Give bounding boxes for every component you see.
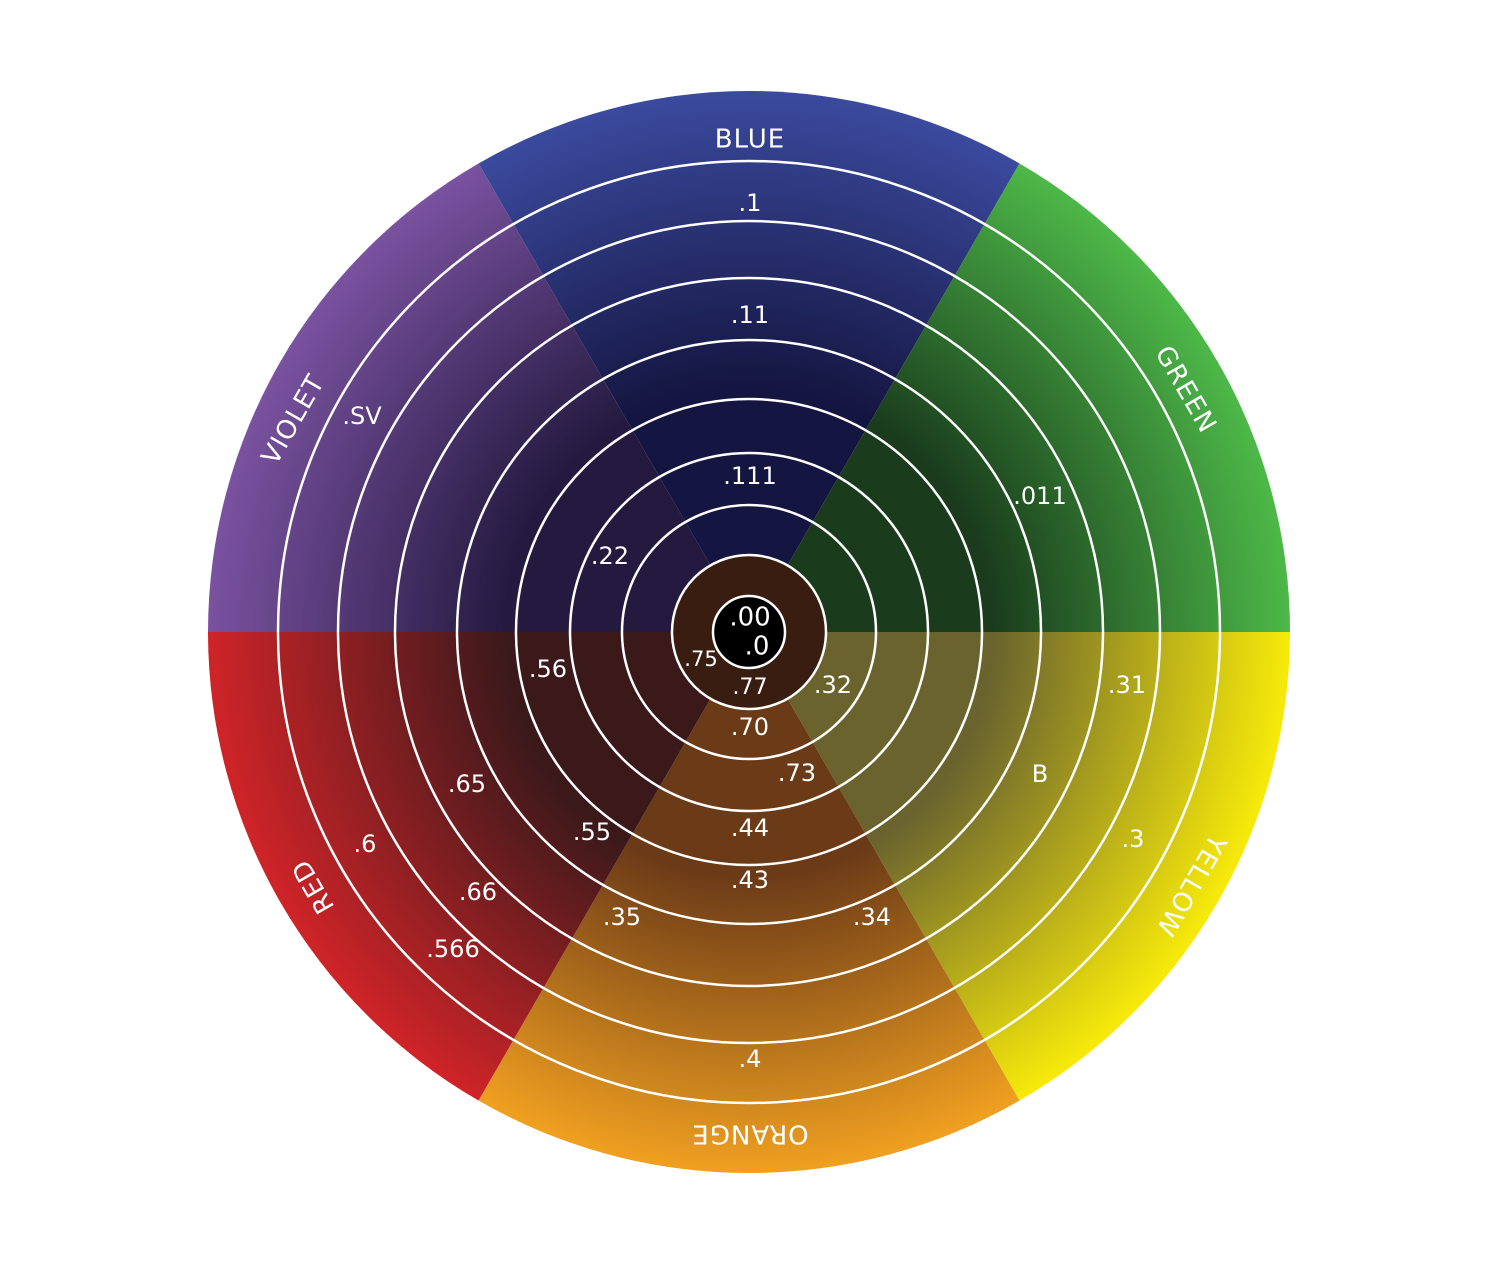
value-yellow-5: .34 bbox=[853, 903, 891, 931]
value-red-5: .66 bbox=[459, 878, 497, 906]
value-center-2: .77 bbox=[733, 675, 768, 700]
value-core-2: .0 bbox=[745, 632, 770, 662]
value-orange-5: .4 bbox=[739, 1045, 762, 1073]
ring-2 bbox=[336, 219, 1162, 1045]
concentric-rings bbox=[276, 159, 1222, 1105]
sector-blue bbox=[478, 90, 1020, 632]
value-blue-3: .111 bbox=[723, 462, 776, 490]
value-violet-1: .SV bbox=[342, 402, 382, 430]
value-blue-1: .1 bbox=[739, 189, 762, 217]
value-center-1: .75 bbox=[684, 647, 717, 671]
value-red-4: .6 bbox=[354, 830, 377, 858]
value-orange-3: .44 bbox=[731, 814, 769, 842]
value-red-3: .55 bbox=[573, 818, 611, 846]
value-orange-2: .73 bbox=[778, 759, 816, 787]
ring-5 bbox=[514, 397, 984, 867]
value-orange-6: .35 bbox=[603, 903, 641, 931]
label-blue: BLUE bbox=[715, 125, 786, 155]
ring-6 bbox=[568, 451, 930, 813]
value-yellow-3: B bbox=[1032, 760, 1048, 788]
value-yellow-1: .32 bbox=[814, 671, 852, 699]
value-red-2: .65 bbox=[448, 770, 486, 798]
ring-7 bbox=[620, 503, 878, 761]
sector-orange bbox=[478, 632, 1020, 1174]
value-blue-2: .11 bbox=[731, 301, 769, 329]
ring-4 bbox=[455, 338, 1043, 926]
value-violet-2: .22 bbox=[591, 542, 629, 570]
core-disc bbox=[711, 594, 787, 670]
value-yellow-2: .31 bbox=[1108, 671, 1146, 699]
value-yellow-4: .3 bbox=[1122, 825, 1145, 853]
value-core-1: .00 bbox=[729, 603, 770, 633]
ring-3 bbox=[393, 276, 1105, 988]
value-red-1: .56 bbox=[529, 655, 567, 683]
value-orange-4: .43 bbox=[731, 866, 769, 894]
value-green-1: .011 bbox=[1013, 482, 1066, 510]
label-orange: ORANGE bbox=[691, 1119, 808, 1149]
value-orange-1: .70 bbox=[731, 713, 769, 741]
ring-1 bbox=[276, 159, 1222, 1105]
value-red-6: .566 bbox=[426, 935, 479, 963]
